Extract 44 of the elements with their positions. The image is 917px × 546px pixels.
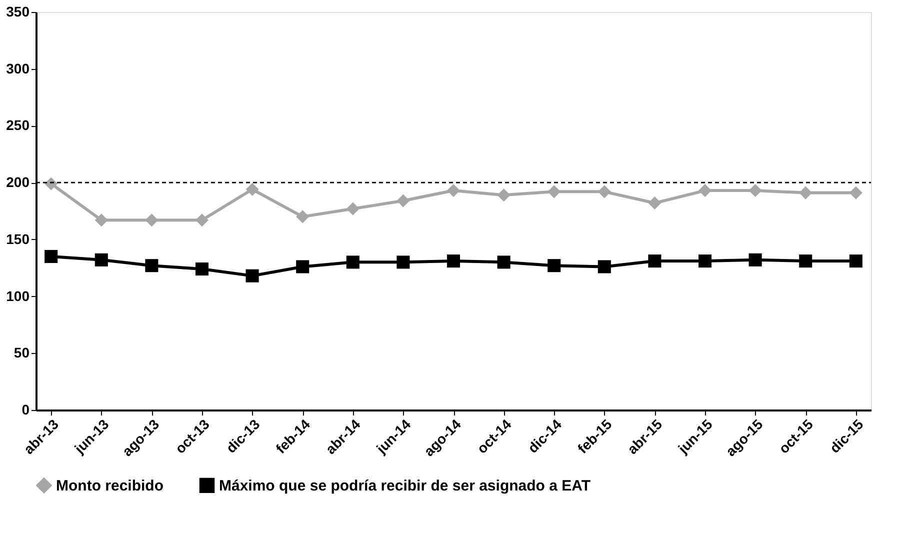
y-tick-label: 100: [6, 288, 30, 304]
y-tick-label: 300: [6, 60, 30, 76]
point: [44, 177, 58, 190]
point: [648, 254, 662, 268]
y-tick-label: 150: [6, 230, 30, 247]
point: [346, 202, 360, 216]
point: [296, 210, 310, 224]
point: [145, 259, 158, 272]
point: [195, 214, 209, 227]
point: [396, 256, 410, 269]
point: [446, 254, 460, 268]
point: [849, 186, 862, 200]
y-tick-label: 250: [6, 117, 30, 134]
point: [497, 256, 510, 269]
point: [748, 253, 762, 266]
point: [94, 253, 108, 266]
y-tick-label: 0: [22, 402, 30, 418]
point: [598, 185, 611, 198]
point: [849, 254, 862, 268]
point: [548, 185, 561, 198]
legend-label: Máximo que se podría recibir de ser asignado a EAT: [219, 477, 590, 494]
point: [698, 254, 712, 268]
legend-label: Monto recibido: [56, 477, 164, 494]
point: [396, 194, 410, 208]
point: [44, 250, 58, 264]
point: [446, 184, 460, 198]
point: [94, 214, 108, 227]
point: [698, 184, 712, 198]
point: [799, 254, 812, 268]
point: [145, 214, 158, 227]
point: [246, 182, 259, 196]
point: [497, 188, 510, 202]
point: [246, 269, 259, 282]
y-tick-label: 350: [6, 4, 30, 20]
point: [548, 259, 561, 272]
y-tick-label: 50: [14, 344, 30, 361]
point: [748, 184, 762, 198]
point: [296, 260, 310, 274]
point: [195, 262, 209, 276]
point: [648, 196, 662, 210]
point: [799, 186, 812, 200]
y-tick-label: 200: [6, 174, 30, 190]
point: [346, 256, 360, 269]
point: [598, 260, 611, 274]
